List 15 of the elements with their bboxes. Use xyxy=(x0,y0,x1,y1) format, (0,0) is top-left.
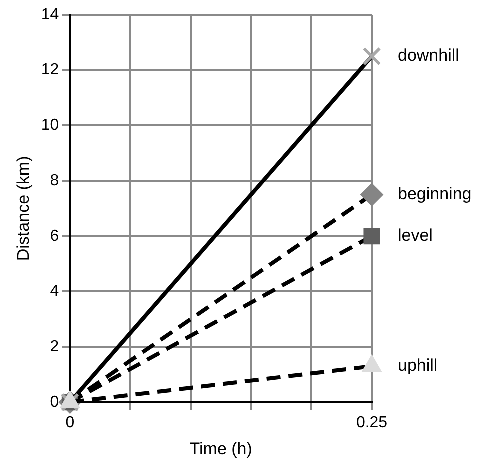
y-tick-label: 8 xyxy=(50,172,60,190)
y-tick-label: 10 xyxy=(41,117,60,134)
y-tick-label: 12 xyxy=(41,62,60,79)
y-tick-label: 2 xyxy=(50,338,60,356)
y-tick-label: 4 xyxy=(50,283,60,300)
y-tick-label: 14 xyxy=(41,6,60,24)
series-label: downhill xyxy=(398,46,460,66)
x-axis-title: Time (h) xyxy=(190,439,252,458)
x-tick-label: 0.25 xyxy=(356,414,388,432)
series-label: level xyxy=(398,226,433,246)
series-label: uphill xyxy=(398,356,438,376)
y-tick-label: 0 xyxy=(50,394,60,411)
series-label: beginning xyxy=(398,184,472,204)
y-tick-label: 6 xyxy=(50,228,60,245)
y-axis-title: Distance (km) xyxy=(14,156,33,262)
